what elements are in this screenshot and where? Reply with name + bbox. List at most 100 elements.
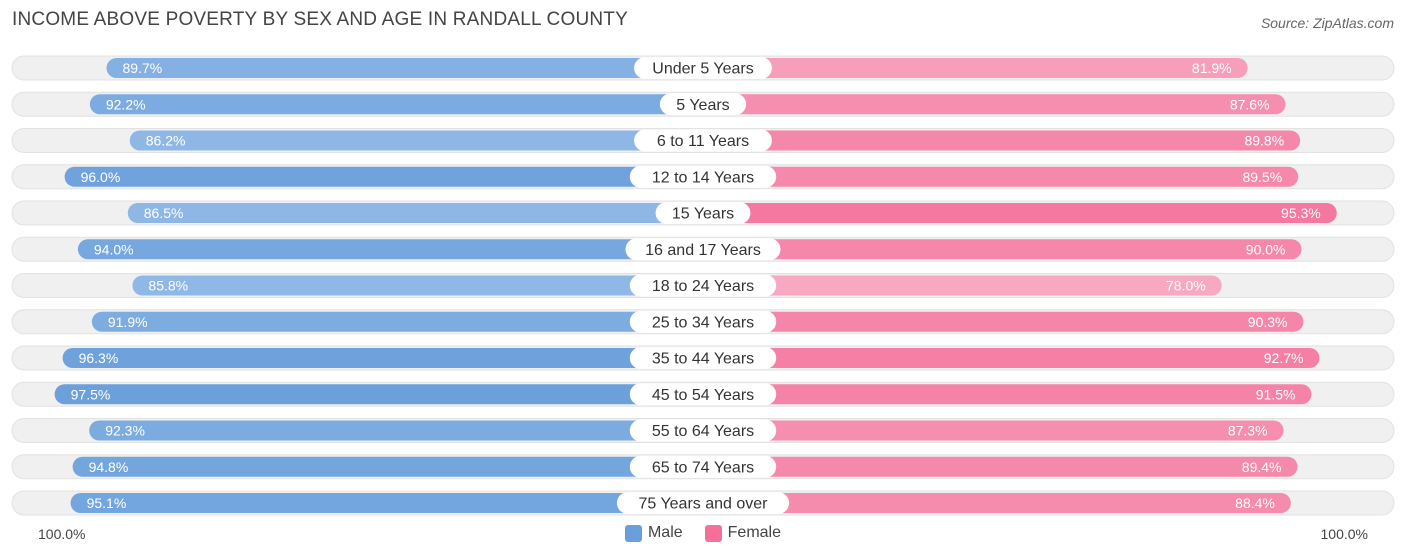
- data-label-female: 87.6%: [1230, 96, 1270, 112]
- category-label: 55 to 64 Years: [652, 423, 754, 440]
- data-label-female: 95.3%: [1281, 205, 1321, 221]
- category-label: 5 Years: [676, 97, 729, 114]
- category-label: 65 to 74 Years: [652, 459, 754, 476]
- legend-item-female[interactable]: Female: [704, 524, 782, 542]
- bar-female[interactable]: [703, 311, 1304, 332]
- category-pill: [634, 57, 772, 79]
- bar-female[interactable]: [703, 456, 1298, 477]
- data-label-male: 85.8%: [148, 278, 188, 294]
- bar-male[interactable]: [64, 166, 704, 187]
- category-pill: [629, 455, 777, 478]
- bar-male[interactable]: [91, 311, 704, 332]
- data-label-female: 88.4%: [1235, 495, 1275, 511]
- bar-female[interactable]: [703, 420, 1284, 441]
- category-pill: [629, 383, 777, 406]
- axis-label-left: 100.0%: [38, 526, 86, 542]
- data-label-male: 86.5%: [144, 205, 184, 221]
- legend-label-female: Female: [727, 524, 782, 541]
- category-label: 12 to 14 Years: [652, 169, 754, 186]
- category-pill: [629, 165, 777, 188]
- category-pill: [616, 492, 790, 514]
- bar-female[interactable]: [703, 348, 1320, 368]
- bar-female[interactable]: [703, 166, 1299, 187]
- bar-male[interactable]: [77, 239, 703, 260]
- category-label: 25 to 34 Years: [652, 314, 754, 331]
- data-label-male: 86.2%: [146, 133, 186, 149]
- bar-male[interactable]: [62, 348, 704, 368]
- chart-title: INCOME ABOVE POVERTY BY SEX AND AGE IN R…: [12, 9, 628, 30]
- bar-female[interactable]: [703, 203, 1337, 223]
- male-swatch: [624, 524, 642, 542]
- bar-female[interactable]: [703, 275, 1222, 296]
- category-pill: [629, 347, 777, 369]
- bar-male[interactable]: [129, 130, 703, 151]
- data-label-female: 90.0%: [1246, 241, 1286, 257]
- category-label: 6 to 11 Years: [657, 133, 749, 150]
- data-label-male: 96.0%: [81, 169, 121, 185]
- legend-item-male[interactable]: Male: [624, 524, 683, 542]
- category-label: 18 to 24 Years: [652, 278, 754, 295]
- data-label-male: 89.7%: [122, 60, 162, 76]
- female-swatch: [704, 524, 722, 542]
- data-label-female: 90.3%: [1248, 314, 1288, 330]
- category-pill: [625, 238, 781, 261]
- category-label: 15 Years: [672, 206, 734, 223]
- category-pill: [659, 93, 747, 116]
- category-pill: [655, 202, 751, 224]
- data-label-male: 94.8%: [89, 459, 129, 475]
- category-label: 35 to 44 Years: [652, 351, 754, 368]
- data-label-female: 78.0%: [1166, 278, 1206, 294]
- row-12: 95.1% 88.4% 75 Years and over: [11, 490, 1395, 516]
- bar-male[interactable]: [70, 493, 703, 513]
- data-label-male: 92.3%: [105, 423, 145, 439]
- data-label-male: 96.3%: [79, 350, 119, 366]
- row-1: 92.2% 87.6% 5 Years: [11, 91, 1395, 117]
- row-10: 92.3% 87.3% 55 to 64 Years: [11, 418, 1395, 443]
- row-0: 89.7% 81.9% Under 5 Years: [11, 55, 1395, 81]
- legend: Male Female: [0, 524, 1406, 542]
- bar-male[interactable]: [72, 456, 703, 477]
- data-label-male: 92.2%: [106, 96, 146, 112]
- category-label: 16 and 17 Years: [645, 242, 761, 259]
- row-7: 91.9% 90.3% 25 to 34 Years: [11, 309, 1395, 335]
- bar-male[interactable]: [106, 58, 704, 78]
- bar-male[interactable]: [89, 94, 704, 115]
- bar-male[interactable]: [132, 275, 703, 296]
- bar-male[interactable]: [127, 203, 703, 223]
- row-4: 86.5% 95.3% 15 Years: [11, 200, 1395, 226]
- data-label-female: 81.9%: [1192, 60, 1232, 76]
- row-9: 97.5% 91.5% 45 to 54 Years: [11, 381, 1395, 407]
- category-pill: [629, 310, 777, 333]
- data-label-female: 91.5%: [1256, 386, 1296, 402]
- category-label: 75 Years and over: [639, 496, 769, 513]
- category-pill: [629, 274, 777, 297]
- bar-female[interactable]: [703, 130, 1301, 151]
- row-6: 85.8% 78.0% 18 to 24 Years: [11, 273, 1395, 298]
- data-label-female: 89.8%: [1244, 133, 1284, 149]
- bar-male[interactable]: [89, 420, 703, 441]
- bar-male[interactable]: [54, 384, 703, 405]
- source-label: Source: ZipAtlas.com: [1260, 15, 1394, 31]
- axis-label-right: 100.0%: [1320, 526, 1368, 542]
- bar-female[interactable]: [703, 493, 1291, 513]
- category-label: Under 5 Years: [652, 61, 753, 78]
- bar-female[interactable]: [703, 384, 1312, 405]
- row-5: 94.0% 90.0% 16 and 17 Years: [11, 236, 1395, 262]
- data-label-male: 97.5%: [71, 386, 111, 402]
- data-label-male: 91.9%: [108, 314, 148, 330]
- data-label-female: 89.4%: [1242, 459, 1282, 475]
- row-3: 96.0% 89.5% 12 to 14 Years: [11, 164, 1395, 190]
- row-8: 96.3% 92.7% 35 to 44 Years: [11, 345, 1395, 371]
- category-pill: [634, 129, 772, 152]
- category-label: 45 to 54 Years: [652, 387, 754, 404]
- bar-female[interactable]: [703, 239, 1302, 260]
- row-11: 94.8% 89.4% 65 to 74 Years: [11, 454, 1395, 480]
- data-label-female: 89.5%: [1242, 169, 1282, 185]
- category-pill: [629, 419, 777, 442]
- bar-female[interactable]: [703, 58, 1248, 78]
- data-label-male: 95.1%: [87, 495, 127, 511]
- data-label-female: 87.3%: [1228, 423, 1268, 439]
- row-2: 86.2% 89.8% 6 to 11 Years: [11, 128, 1395, 153]
- bar-female[interactable]: [703, 94, 1286, 115]
